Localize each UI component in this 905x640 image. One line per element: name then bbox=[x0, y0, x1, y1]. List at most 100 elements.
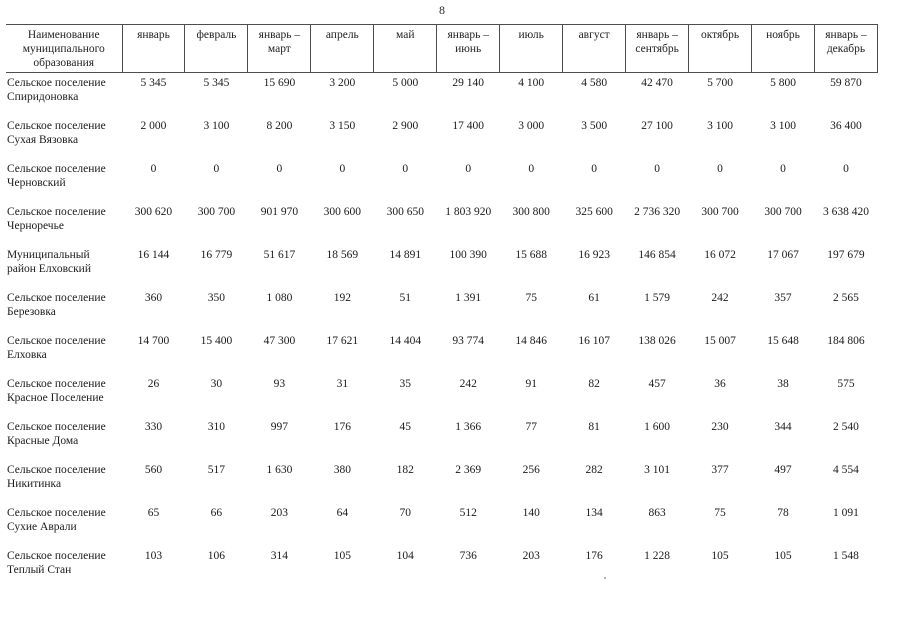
cell-value: 300 800 bbox=[512, 205, 550, 218]
cell-value: 380 bbox=[333, 463, 351, 476]
table-row: Сельское поселение Черновский 0 0 0 0 0 0 0 0 0 0 0… bbox=[6, 159, 878, 202]
cell-value: 4 100 bbox=[518, 77, 545, 89]
cell-value: 45 bbox=[399, 420, 412, 433]
cell-value: 3 101 bbox=[644, 463, 671, 476]
cell-value: 17 400 bbox=[452, 119, 485, 132]
cell-value: 16 107 bbox=[578, 334, 610, 347]
table-header-row: Наименование муниципального образования … bbox=[6, 24, 879, 73]
cell-value: 4 580 bbox=[581, 77, 608, 89]
cell-value: 14 700 bbox=[137, 334, 170, 347]
cell-value: 8 200 bbox=[266, 119, 293, 132]
cell-value: 300 700 bbox=[197, 205, 236, 218]
table-header: Наименование муниципального образования … bbox=[6, 24, 879, 73]
cell-value: 138 026 bbox=[638, 334, 676, 347]
cell-value: 4 554 bbox=[833, 463, 859, 476]
cell-value: 1 600 bbox=[644, 420, 671, 433]
cell-value: 2 540 bbox=[833, 420, 859, 433]
cell-value: 0 bbox=[213, 162, 220, 175]
cell-value: 15 007 bbox=[704, 334, 736, 347]
cell-value: 51 617 bbox=[263, 248, 296, 261]
row-name: Сельское поселение Красное Поселение bbox=[7, 377, 106, 404]
cell-value: 70 bbox=[399, 506, 412, 519]
row-name: Сельское поселение Березовка bbox=[7, 291, 106, 318]
cell-value: 75 bbox=[714, 506, 726, 519]
column-header-month-3: январь – март bbox=[247, 24, 312, 73]
cell-value: 5 345 bbox=[140, 77, 167, 89]
cell-value: 176 bbox=[333, 420, 351, 433]
column-header-month-8: август bbox=[562, 24, 627, 73]
column-header-month-10: октябрь bbox=[688, 24, 753, 73]
cell-value: 93 bbox=[273, 377, 286, 390]
cell-value: 3 100 bbox=[770, 119, 796, 132]
row-name: Сельское поселение Теплый Стан bbox=[7, 549, 106, 576]
column-header-month-7: июль bbox=[499, 24, 564, 73]
cell-value: 17 067 bbox=[767, 248, 799, 261]
table-row: Сельское поселение Теплый Стан 103 106 314 1… bbox=[6, 546, 878, 589]
cell-value: 14 891 bbox=[389, 248, 422, 261]
cell-value: 35 bbox=[399, 377, 412, 390]
cell-value: 300 600 bbox=[323, 205, 362, 218]
table-body: Сельское поселение Спиридоновка 5 345 5 34… bbox=[6, 73, 878, 589]
cell-value: 1 579 bbox=[644, 291, 671, 304]
cell-value: 93 774 bbox=[452, 334, 485, 347]
cell-value: 16 144 bbox=[137, 248, 170, 261]
cell-value: 47 300 bbox=[263, 334, 296, 347]
table-row: Сельское поселение Красное Поселение 26 30… bbox=[6, 374, 878, 417]
cell-value: 457 bbox=[648, 377, 666, 390]
cell-value: 5 700 bbox=[707, 77, 733, 89]
cell-value: 377 bbox=[711, 463, 729, 476]
cell-value: 31 bbox=[336, 377, 349, 390]
cell-value: 2 369 bbox=[455, 463, 482, 476]
cell-value: 16 923 bbox=[578, 248, 610, 261]
cell-value: 736 bbox=[459, 549, 477, 562]
cell-value: 104 bbox=[396, 549, 414, 562]
cell-value: 1 228 bbox=[644, 549, 671, 562]
cell-value: 314 bbox=[270, 549, 288, 562]
cell-value: 242 bbox=[459, 377, 477, 390]
cell-value: 300 700 bbox=[764, 205, 802, 218]
row-name: Сельское поселение Черноречье bbox=[7, 205, 106, 232]
cell-value: 106 bbox=[207, 549, 226, 562]
cell-value: 344 bbox=[774, 420, 792, 433]
cell-value: 0 bbox=[780, 162, 786, 175]
cell-value: 26 bbox=[147, 377, 160, 390]
cell-value: 0 bbox=[276, 162, 283, 175]
cell-value: 0 bbox=[717, 162, 723, 175]
table-row: Муниципальный район Елховский 16 144 16 77… bbox=[6, 245, 878, 288]
cell-value: 134 bbox=[585, 506, 603, 519]
cell-value: 300 700 bbox=[701, 205, 739, 218]
cell-value: 3 100 bbox=[707, 119, 733, 132]
municipal-report-table: Наименование муниципального образования … bbox=[6, 24, 879, 589]
cell-value: 1 630 bbox=[266, 463, 293, 476]
cell-value: 282 bbox=[585, 463, 603, 476]
cell-value: 184 806 bbox=[827, 334, 865, 347]
column-header-month-5: май bbox=[373, 24, 438, 73]
cell-value: 230 bbox=[711, 420, 729, 433]
cell-value: 203 bbox=[522, 549, 540, 562]
cell-value: 1 091 bbox=[833, 506, 859, 519]
cell-value: 29 140 bbox=[452, 77, 485, 89]
cell-value: 14 846 bbox=[515, 334, 547, 347]
cell-value: 15 400 bbox=[200, 334, 233, 347]
cell-value: 105 bbox=[774, 549, 792, 562]
cell-value: 105 bbox=[711, 549, 729, 562]
column-header-month-6: январь – июнь bbox=[436, 24, 501, 73]
cell-value: 360 bbox=[144, 291, 163, 304]
cell-value: 65 bbox=[147, 506, 160, 519]
cell-value: 182 bbox=[396, 463, 414, 476]
cell-value: 560 bbox=[144, 463, 163, 476]
cell-value: 3 638 420 bbox=[822, 205, 869, 218]
cell-value: 91 bbox=[525, 377, 537, 390]
cell-value: 146 854 bbox=[638, 248, 676, 261]
cell-value: 242 bbox=[711, 291, 729, 304]
cell-value: 18 569 bbox=[326, 248, 359, 261]
cell-value: 77 bbox=[525, 420, 537, 433]
table-row: Сельское поселение Березовка 360 350 1 080 1… bbox=[6, 288, 878, 331]
cell-value: 36 bbox=[714, 377, 726, 390]
cell-value: 3 150 bbox=[329, 119, 356, 132]
scan-speck-artifact bbox=[604, 577, 606, 579]
cell-value: 36 400 bbox=[830, 119, 862, 132]
cell-value: 1 548 bbox=[833, 549, 859, 562]
cell-value: 575 bbox=[837, 377, 855, 390]
